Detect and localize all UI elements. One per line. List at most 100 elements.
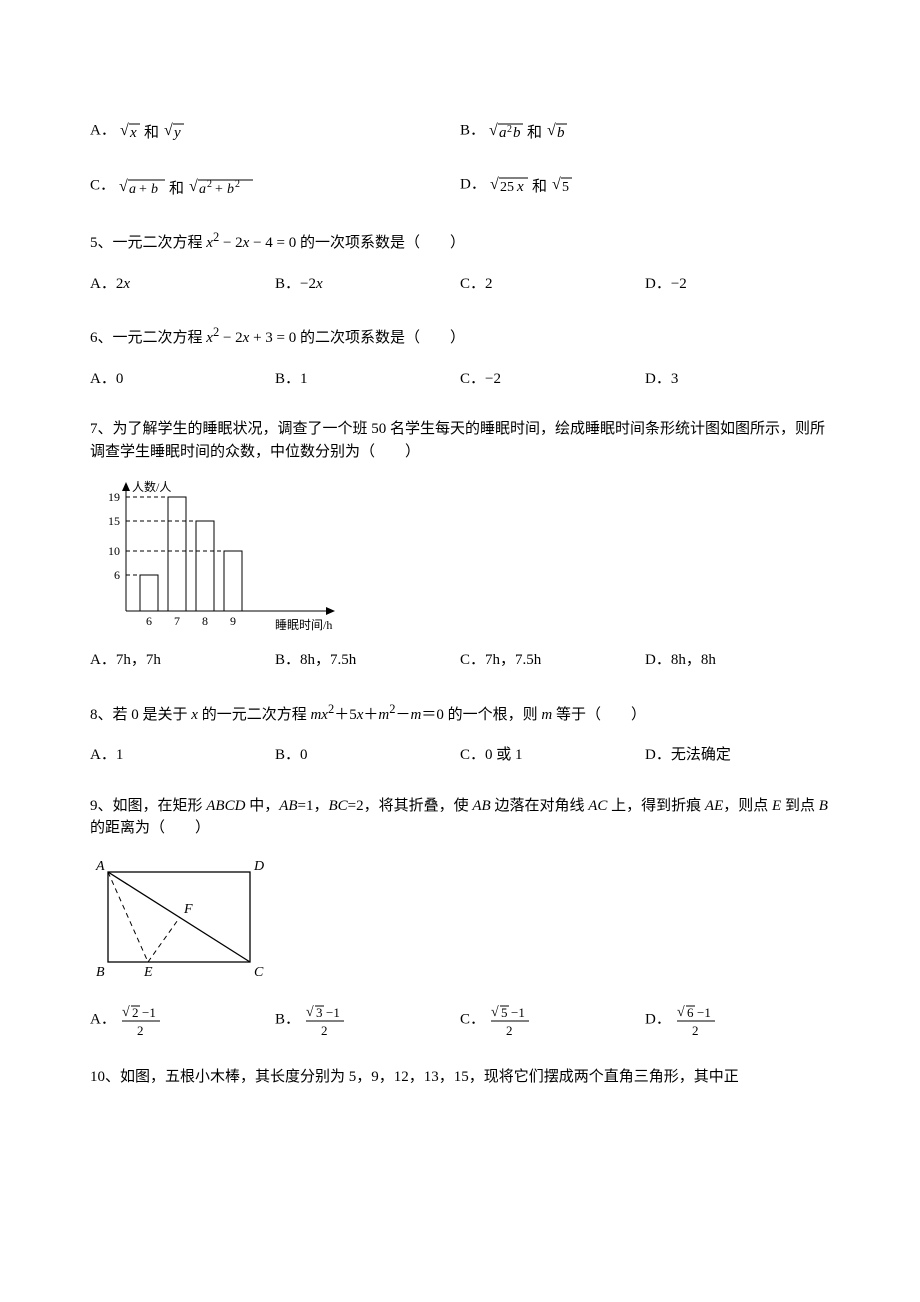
q4-options-row1: A． √ x 和 √ y B． √ a 2 <box>90 118 830 144</box>
option-label: D． <box>460 176 486 192</box>
svg-text:人数/人: 人数/人 <box>132 479 171 494</box>
q7-opt-a: A．7h，7h <box>90 649 275 672</box>
svg-text:和: 和 <box>532 178 547 195</box>
svg-text:√: √ <box>119 178 128 195</box>
svg-text:x: x <box>516 179 524 195</box>
q7-options: A．7h，7h B．8h，7.5h C．7h，7.5h D．8h，8h <box>90 649 830 672</box>
q5-before: 5、一元二次方程 <box>90 235 203 251</box>
q8-options: A．1 B．0 C．0 或 1 D．无法确定 <box>90 744 830 767</box>
svg-text:睡眠时间/h: 睡眠时间/h <box>275 618 332 632</box>
q6-before: 6、一元二次方程 <box>90 330 203 346</box>
q5-opt-d: D．−2 <box>645 273 830 296</box>
svg-text:7: 7 <box>174 614 180 628</box>
q4-options-row2: C． √ a + b 和 √ a 2 + b 2 <box>90 172 830 200</box>
svg-text:x: x <box>129 125 137 141</box>
svg-text:8: 8 <box>202 614 208 628</box>
svg-text:2: 2 <box>692 1023 699 1038</box>
svg-text:a: a <box>499 125 507 141</box>
option-label: C． <box>460 1011 485 1027</box>
svg-text:−1: −1 <box>511 1005 525 1020</box>
q6-options: A．0 B．1 C．−2 D．3 <box>90 368 830 391</box>
svg-text:6: 6 <box>146 614 152 628</box>
svg-text:2: 2 <box>321 1023 328 1038</box>
option-math: √ a + b 和 √ a 2 + b 2 <box>119 177 299 193</box>
q6-after: 的二次项系数是（ ） <box>300 330 465 346</box>
q6-opt-d: D．3 <box>645 368 830 391</box>
q5-opt-a: A．2x <box>90 273 275 296</box>
svg-text:和: 和 <box>144 124 159 141</box>
q9-opt-c: C． √ 5 −1 2 <box>460 1002 645 1038</box>
q8-opt-a: A．1 <box>90 744 275 767</box>
q4-option-b: B． √ a 2 b 和 √ b <box>460 118 830 144</box>
svg-text:2: 2 <box>132 1005 139 1020</box>
svg-text:√: √ <box>552 176 561 193</box>
svg-text:2: 2 <box>207 179 212 190</box>
option-label: B． <box>460 122 485 138</box>
svg-text:+: + <box>215 182 223 197</box>
option-label: A． <box>90 122 116 138</box>
svg-text:A: A <box>95 859 105 874</box>
q5-opt-c: C．2 <box>460 273 645 296</box>
q6-opt-b: B．1 <box>275 368 460 391</box>
svg-text:√: √ <box>490 176 499 193</box>
svg-text:B: B <box>96 965 105 980</box>
q9-options: A． √ 2 −1 2 B． √ 3 −1 2 C． <box>90 1002 830 1038</box>
svg-text:19: 19 <box>108 490 120 504</box>
svg-text:−1: −1 <box>326 1005 340 1020</box>
q7-opt-d: D．8h，8h <box>645 649 830 672</box>
option-math: √ a 2 b 和 √ b <box>489 122 609 138</box>
q5-options: A．2x B．−2x C．2 D．−2 <box>90 273 830 296</box>
svg-text:2: 2 <box>137 1023 144 1038</box>
q9-opt-d: D． √ 6 −1 2 <box>645 1002 830 1038</box>
svg-text:√: √ <box>491 1005 499 1020</box>
svg-text:b: b <box>151 182 158 197</box>
option-math: √ x 和 √ y <box>120 122 210 138</box>
svg-text:10: 10 <box>108 544 120 558</box>
option-label: A． <box>90 1011 116 1027</box>
q6-text: 6、一元二次方程 x2 − 2x + 3 = 0 的二次项系数是（ ） <box>90 323 830 350</box>
svg-text:E: E <box>143 965 153 980</box>
svg-text:√: √ <box>306 1005 314 1020</box>
q5-after: 的一次项系数是（ ） <box>300 235 465 251</box>
svg-text:√: √ <box>120 122 129 139</box>
svg-text:b: b <box>557 125 565 141</box>
q9-diagram: ADBCEF <box>90 854 830 984</box>
svg-text:√: √ <box>547 122 556 139</box>
option-label: C． <box>90 177 115 193</box>
svg-text:a: a <box>129 182 136 197</box>
svg-text:−1: −1 <box>142 1005 156 1020</box>
exam-page: A． √ x 和 √ y B． √ a 2 <box>0 0 920 1302</box>
q8-opt-c: C．0 或 1 <box>460 744 645 767</box>
q8-opt-b: B．0 <box>275 744 460 767</box>
q7-text: 7、为了解学生的睡眠状况，调查了一个班 50 名学生每天的睡眠时间，绘成睡眠时间… <box>90 418 830 463</box>
option-label: B． <box>275 1011 300 1027</box>
svg-text:9: 9 <box>230 614 236 628</box>
svg-text:C: C <box>254 965 264 980</box>
svg-text:a: a <box>199 182 206 197</box>
q6-opt-a: A．0 <box>90 368 275 391</box>
svg-text:2: 2 <box>235 179 240 190</box>
q4-option-a: A． √ x 和 √ y <box>90 118 460 144</box>
svg-text:b: b <box>227 182 234 197</box>
svg-text:y: y <box>172 125 181 141</box>
svg-text:−1: −1 <box>697 1005 711 1020</box>
q4-option-d: D． √ 25 x 和 √ 5 <box>460 172 830 200</box>
svg-text:√: √ <box>677 1005 685 1020</box>
svg-text:b: b <box>513 125 521 141</box>
q9-opt-a: A． √ 2 −1 2 <box>90 1002 275 1038</box>
svg-text:5: 5 <box>562 180 569 195</box>
q7-chart: 人数/人睡眠时间/h61015196789 <box>90 479 830 639</box>
svg-text:√: √ <box>164 122 173 139</box>
svg-text:+: + <box>139 182 147 197</box>
q9-opt-b: B． √ 3 −1 2 <box>275 1002 460 1038</box>
svg-text:F: F <box>183 902 193 917</box>
svg-text:5: 5 <box>501 1005 508 1020</box>
q4-option-c: C． √ a + b 和 √ a 2 + b 2 <box>90 172 460 200</box>
q9-text: 9、如图，在矩形 ABCD 中，AB=1，BC=2，将其折叠，使 AB 边落在对… <box>90 795 830 840</box>
q5-opt-b: B．−2x <box>275 273 460 296</box>
q6-equation: x2 − 2x + 3 = 0 <box>206 330 300 346</box>
svg-text:2: 2 <box>506 1023 513 1038</box>
svg-text:√: √ <box>489 122 498 139</box>
svg-text:和: 和 <box>527 124 542 141</box>
svg-text:6: 6 <box>114 568 120 582</box>
